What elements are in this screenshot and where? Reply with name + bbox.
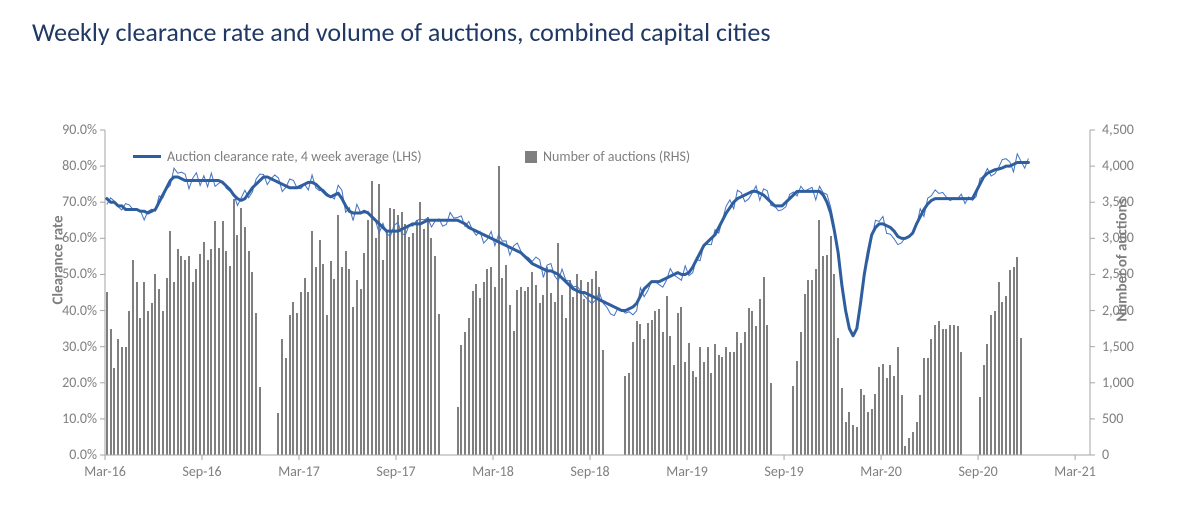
x-tick-label: Mar-17 xyxy=(278,463,320,480)
x-tick-label: Sep-17 xyxy=(376,463,415,480)
y-left-tick-label: 40.0% xyxy=(47,302,97,319)
y-right-tick-label: 1,500 xyxy=(1102,338,1134,355)
chart-title: Weekly clearance rate and volume of auct… xyxy=(32,16,771,48)
x-tick-label: Sep-19 xyxy=(764,463,803,480)
x-tick-label: Mar-20 xyxy=(860,463,902,480)
y-right-tick-label: 2,500 xyxy=(1102,265,1134,282)
y-left-tick-label: 50.0% xyxy=(47,265,97,282)
y-left-tick-label: 60.0% xyxy=(47,229,97,246)
y-right-tick-label: 0 xyxy=(1102,446,1109,463)
x-tick-label: Sep-18 xyxy=(570,463,609,480)
y-left-tick-label: 90.0% xyxy=(47,121,97,138)
y-left-tick-label: 80.0% xyxy=(47,157,97,174)
clearance-rate-weekly-line xyxy=(107,154,1029,334)
x-tick-label: Mar-18 xyxy=(472,463,514,480)
x-tick-label: Mar-19 xyxy=(666,463,708,480)
x-tick-label: Mar-16 xyxy=(84,463,126,480)
y-left-tick-label: 10.0% xyxy=(47,410,97,427)
x-tick-label: Sep-20 xyxy=(958,463,997,480)
y-right-tick-label: 500 xyxy=(1102,410,1123,427)
y-right-tick-label: 3,000 xyxy=(1102,229,1134,246)
line-series xyxy=(105,130,1090,455)
y-right-tick-label: 4,000 xyxy=(1102,157,1134,174)
y-left-tick-label: 20.0% xyxy=(47,374,97,391)
x-tick-label: Mar-21 xyxy=(1054,463,1096,480)
y-left-tick-label: 30.0% xyxy=(47,338,97,355)
y-right-tick-label: 1,000 xyxy=(1102,374,1134,391)
plot-area xyxy=(105,130,1090,455)
chart-root: Weekly clearance rate and volume of auct… xyxy=(0,0,1190,522)
y-left-tick-label: 0.0% xyxy=(47,446,97,463)
y-right-tick-label: 2,000 xyxy=(1102,302,1134,319)
x-tick-label: Sep-16 xyxy=(182,463,221,480)
y-right-tick-label: 3,500 xyxy=(1102,193,1134,210)
clearance-rate-4wk-avg-line xyxy=(107,163,1029,336)
y-left-tick-label: 70.0% xyxy=(47,193,97,210)
y-right-tick-label: 4,500 xyxy=(1102,121,1134,138)
